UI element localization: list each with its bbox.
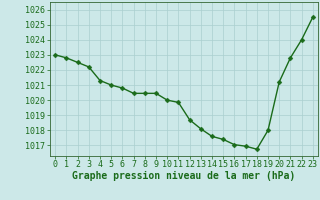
X-axis label: Graphe pression niveau de la mer (hPa): Graphe pression niveau de la mer (hPa) <box>72 171 296 181</box>
